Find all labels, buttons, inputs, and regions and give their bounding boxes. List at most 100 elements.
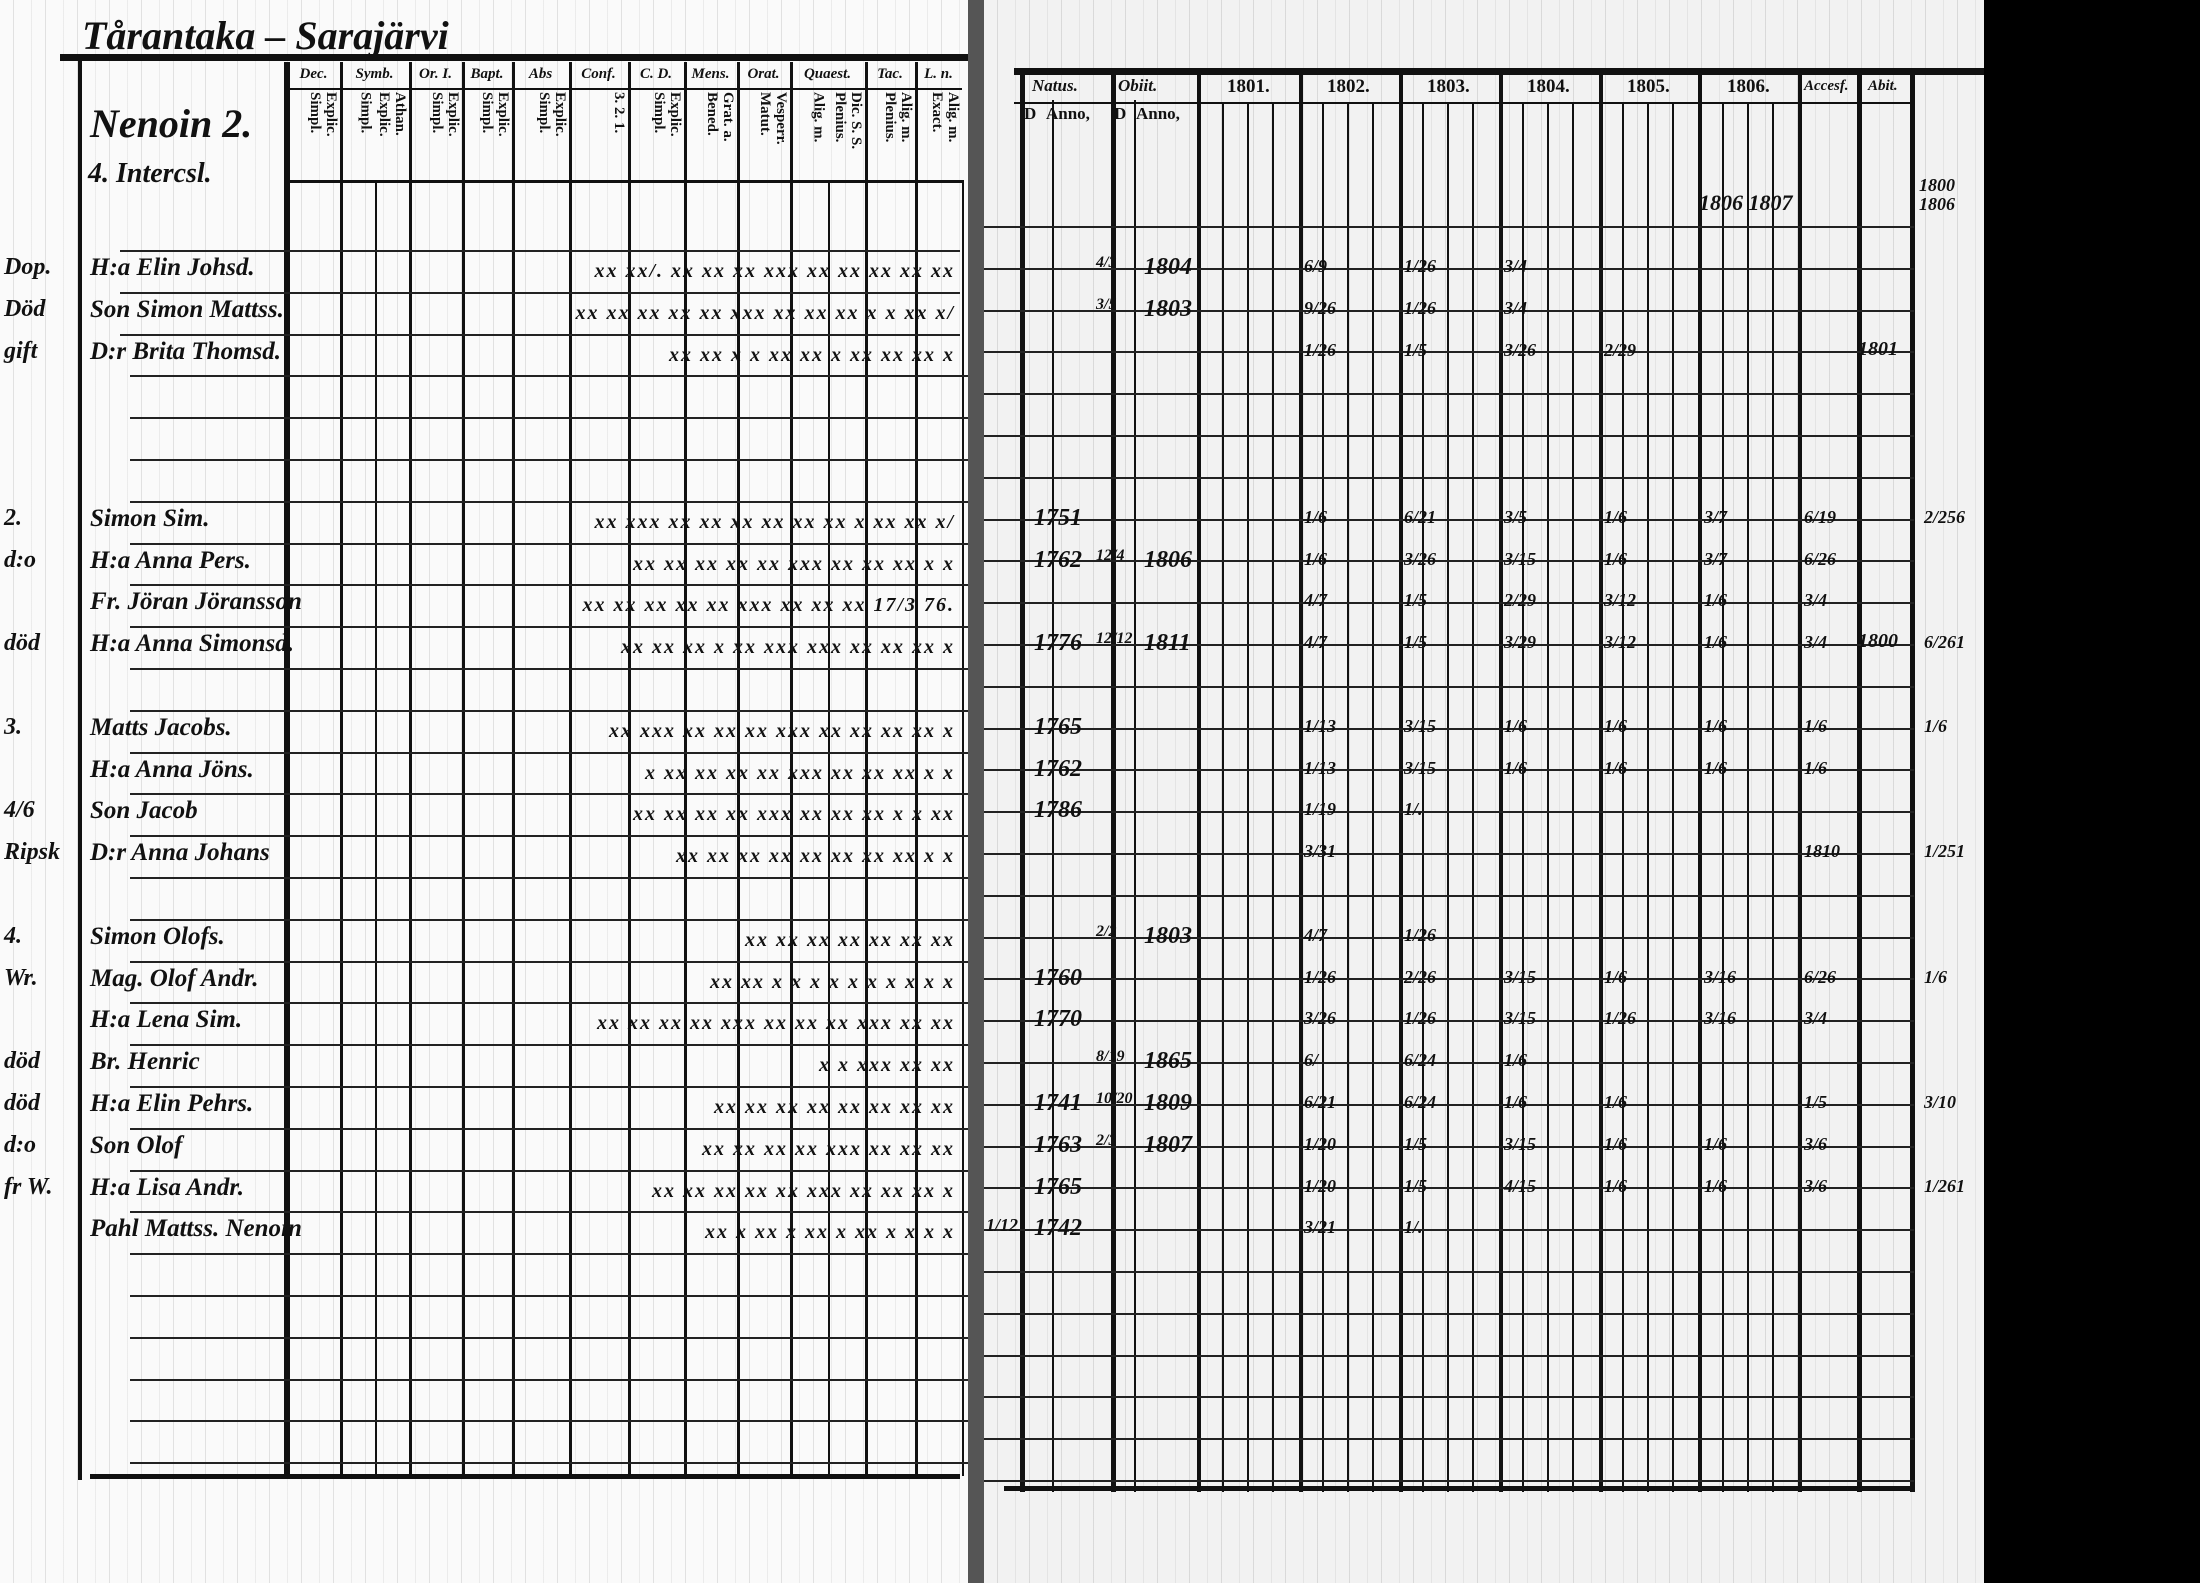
- name-column-border: [284, 62, 288, 1477]
- accessit-mark: 1800: [1858, 630, 1898, 653]
- natus-year: 1763: [1034, 1131, 1082, 1158]
- sub-column-line: [1052, 100, 1054, 1492]
- obiit-day: 4/3: [1096, 254, 1117, 271]
- year-mark: 1/13: [1304, 757, 1337, 778]
- year-mark: 1/6: [1604, 548, 1628, 569]
- year-mark: 1/6: [1504, 757, 1528, 778]
- year-header: 1801.: [1227, 76, 1270, 97]
- header-rule: [287, 88, 962, 90]
- column-subheader: Explic. Simpl.: [479, 92, 511, 137]
- row-line: [120, 333, 960, 336]
- right-page: 1806 1807 1800 1806 Natus. Obiit. D Anno, D A…: [984, 0, 1984, 1583]
- group-divider: [865, 62, 868, 1476]
- year-mark: 3/5: [1504, 506, 1528, 527]
- row-line: [984, 1480, 1914, 1482]
- row-line: [130, 1253, 970, 1256]
- margin-note: gift: [4, 337, 38, 364]
- abiit-mark: 2/256: [1924, 506, 1966, 527]
- year-mark: 3/26: [1504, 339, 1537, 360]
- row-line: [984, 894, 1914, 897]
- column-subheader: Grat. a. Bened.: [704, 92, 736, 142]
- year-mark: 2/29: [1504, 590, 1537, 611]
- catechism-marks: xx xx xx xx xxx xx xx xx: [702, 1137, 955, 1160]
- margin-note: Wr.: [4, 964, 38, 991]
- year-mark: 6/24: [1404, 1092, 1437, 1112]
- column-divider: [1857, 72, 1862, 1492]
- sub-column-line: [1134, 100, 1136, 1492]
- row-line: [130, 1462, 970, 1465]
- group-divider: [628, 62, 631, 1476]
- year-mark: 1/6: [1604, 757, 1628, 778]
- catechism-marks: xx xxx xx xx xx xxx xx xx xx xx x: [609, 719, 955, 742]
- row-line: [120, 291, 960, 294]
- abiit-mark: 1/6: [1924, 715, 1948, 736]
- year-mark: 3/15: [1404, 757, 1437, 778]
- sub-column-line: [1572, 104, 1574, 1492]
- sub-column-line: [1647, 104, 1649, 1492]
- margin-note: död: [4, 1048, 40, 1075]
- year-mark: 6/19: [1804, 506, 1837, 527]
- sub-column-line: [1222, 104, 1224, 1492]
- year-mark: 1/6: [1504, 715, 1528, 736]
- natus-year: 1776: [1034, 630, 1082, 657]
- person-name: Br. Henric: [90, 1048, 200, 1076]
- row-line: [984, 1312, 1914, 1315]
- catechism-marks: x xx xx xx xx xxx xx xx xx x x: [645, 761, 955, 784]
- obiit-day: 12/4: [1096, 546, 1125, 564]
- column-group-header: Tac.: [877, 66, 903, 82]
- row-line: [130, 709, 970, 712]
- year-header: 1806.: [1727, 76, 1770, 97]
- abiit-header: Abit.: [1868, 78, 1898, 94]
- natus-year: 1760: [1034, 964, 1082, 991]
- person-name: H:a Anna Simonsd.: [90, 630, 295, 658]
- column-group-header: Mens.: [691, 66, 730, 82]
- year-mark: 1/6: [1704, 1133, 1728, 1154]
- catechism-marks: xx x xx x xx x xx x x x x: [705, 1221, 955, 1244]
- row-line: [130, 668, 970, 670]
- year-mark: 1/5: [1404, 1175, 1428, 1196]
- year-mark: 1/6: [1704, 715, 1728, 736]
- row-line: [984, 685, 1914, 688]
- column-divider: [1698, 72, 1702, 1492]
- row-line: [984, 1271, 1914, 1273]
- row-line: [984, 226, 1914, 228]
- year-mark: 3/31: [1304, 841, 1337, 862]
- bottom-rule: [90, 1474, 960, 1479]
- catechism-marks: xx xx xx xx xxx xx xx xx xxx xx xx: [597, 1012, 955, 1035]
- column-group-header: Conf.: [581, 66, 616, 82]
- year-mark: 1/6: [1304, 506, 1328, 527]
- margin-note: död: [4, 1090, 40, 1116]
- year-mark: 1/26: [1404, 924, 1437, 945]
- sub-column-line: [1672, 104, 1674, 1492]
- abiit-mark: 1/6: [1924, 966, 1948, 987]
- natus-header: Natus.: [1032, 76, 1078, 95]
- header-bottom-rule: [287, 180, 962, 183]
- row-line: [130, 1002, 970, 1005]
- sub-column-line: [1322, 104, 1324, 1492]
- sub-column-line: [1472, 104, 1474, 1492]
- row-line: [984, 351, 1914, 354]
- abiit-mark: 3/10: [1924, 1092, 1957, 1112]
- catechism-marks: xx xx xx xx xx xx xx xx: [714, 1096, 955, 1118]
- year-mark: 4/15: [1504, 1175, 1537, 1196]
- group-divider: [790, 62, 793, 1476]
- natus-day: 1/12: [986, 1215, 1019, 1236]
- column-divider: [1798, 72, 1802, 1492]
- obiit-year: 1803: [1144, 922, 1192, 949]
- group-divider: [684, 62, 687, 1476]
- catechism-marks: xx xx x x x x x x x x x x: [710, 970, 955, 993]
- person-name: Son Olof: [90, 1131, 183, 1159]
- year-mark: 3/12: [1604, 632, 1637, 653]
- row-line: [984, 853, 1914, 855]
- top-rule: [60, 54, 970, 61]
- sub-column-line: [1722, 104, 1724, 1492]
- year-mark: 6/9: [1304, 256, 1328, 276]
- row-line: [984, 1396, 1914, 1399]
- person-name: H:a Anna Jöns.: [90, 755, 254, 783]
- year-mark: 1/6: [1504, 1050, 1528, 1071]
- margin-note: d:o: [4, 1131, 36, 1158]
- column-subheader: Alig. m.: [810, 92, 827, 143]
- person-name: Fr. Jöran Jöransson: [90, 588, 302, 616]
- year-mark: 4/7: [1304, 924, 1328, 945]
- obiit-year: 1807: [1144, 1131, 1192, 1158]
